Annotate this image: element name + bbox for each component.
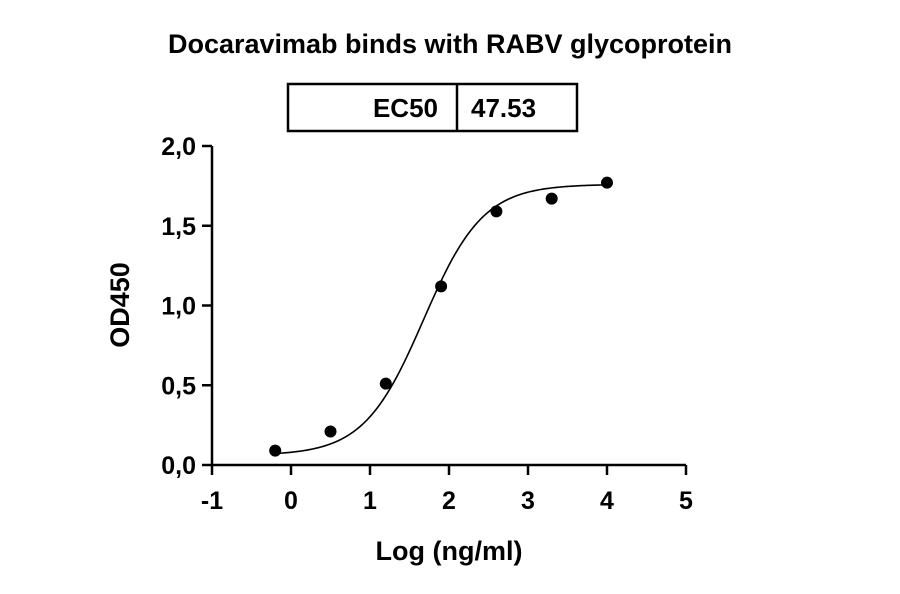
x-axis-label: Log (ng/ml) [376, 536, 523, 566]
y-ticks: 0,0 0,5 1,0 1,5 2,0 [161, 133, 212, 480]
data-point [269, 444, 282, 457]
data-point [490, 205, 503, 218]
data-point [545, 192, 558, 205]
y-tick-label: 1,5 [161, 213, 196, 241]
data-point [324, 425, 337, 438]
data-point [601, 176, 613, 189]
ec50-label: EC50 [373, 93, 438, 123]
x-tick-label: -1 [201, 487, 223, 515]
x-ticks: -1 0 1 2 3 4 5 [201, 465, 693, 515]
data-point [435, 280, 448, 293]
y-tick-label: 2,0 [161, 133, 196, 161]
y-axis: 0,0 0,5 1,0 1,5 2,0 [161, 133, 214, 480]
x-tick-label: 1 [363, 487, 377, 515]
y-tick-label: 1,0 [161, 293, 196, 321]
y-tick-label: 0,5 [161, 372, 196, 400]
x-tick-label: 5 [679, 487, 693, 515]
x-axis: -1 0 1 2 3 4 5 [201, 463, 693, 515]
x-tick-label: 3 [521, 487, 535, 515]
x-tick-label: 0 [284, 487, 298, 515]
x-tick-label: 4 [600, 487, 614, 515]
ec50-table-border [286, 82, 579, 133]
y-tick-label: 0,0 [161, 452, 196, 480]
y-axis-label: OD450 [105, 262, 135, 348]
plot-area [269, 176, 613, 457]
chart-title: Docaravimab binds with RABV glycoprotein [168, 29, 732, 59]
ec50-value: 47.53 [471, 93, 536, 123]
ec50-table: EC50 47.53 [286, 82, 579, 133]
data-point [379, 377, 392, 390]
fit-curve [275, 184, 608, 455]
x-tick-label: 2 [442, 487, 456, 515]
